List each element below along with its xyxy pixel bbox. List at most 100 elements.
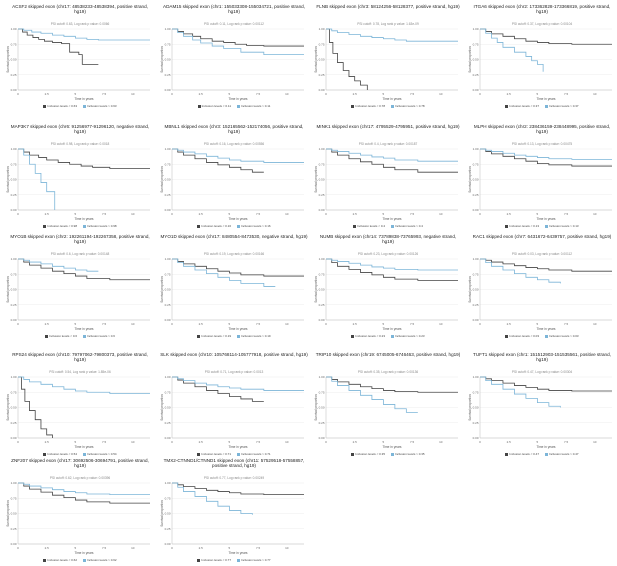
x-tick-label: 5	[383, 212, 385, 216]
panel-stats: PSI cutoff: 0.35, Log rank p value: 0.00…	[357, 370, 419, 374]
series-line-low	[172, 376, 264, 402]
legend-swatch-low	[43, 224, 47, 228]
y-tick-label: 1.00	[11, 375, 17, 379]
x-tick-label: 7.5	[102, 212, 107, 216]
x-tick-label: 0	[171, 440, 173, 444]
legend-swatch-low	[197, 558, 201, 562]
x-tick-label: 10	[285, 546, 289, 550]
x-tick-label: 0	[325, 322, 327, 326]
legend-label: Inclusion levels > 0.71	[241, 452, 271, 456]
legend-label: Inclusion levels < 0.98	[47, 224, 77, 228]
km-panel: TRIP10 skipped exon (chr19: 6745005-6746…	[314, 352, 462, 460]
x-tick-label: 10	[131, 92, 135, 96]
legend-label: Inclusion levels > 0.62	[87, 558, 117, 562]
y-tick-label: 0.75	[165, 496, 171, 500]
x-axis-label: Time in years	[536, 217, 555, 221]
x-tick-label: 2.5	[45, 92, 50, 96]
y-tick-label: 0.50	[11, 406, 17, 410]
x-tick-label: 10	[131, 546, 135, 550]
y-tick-label: 0.75	[165, 272, 171, 276]
y-tick-label: 0.50	[319, 406, 325, 410]
x-tick-label: 7.5	[102, 546, 107, 550]
x-tick-label: 2.5	[199, 546, 204, 550]
x-tick-label: 0	[171, 92, 173, 96]
legend-item-high: Inclusion levels > 0.4	[391, 224, 423, 228]
legend-swatch-low	[45, 334, 49, 338]
x-tick-label: 2.5	[507, 322, 512, 326]
series-line-low	[326, 258, 458, 281]
legend-label: Inclusion levels > 0.03	[549, 334, 579, 338]
panel-title: ADAM15 skipped exon (chr1: 155033308-155…	[163, 4, 305, 15]
km-plot: 0.00 0.25 0.50 0.75 1.00 0 2.5 5 7.5 10 Time in ye…	[468, 27, 612, 101]
legend-item-low: Inclusion levels < 0.54	[43, 452, 77, 456]
x-tick-label: 7.5	[410, 212, 415, 216]
y-tick-label: 0.00	[11, 542, 17, 546]
y-tick-label: 1.00	[165, 27, 171, 31]
series-line-high	[480, 28, 544, 72]
legend-label: Inclusion levels < 0.62	[47, 558, 77, 562]
y-tick-label: 0.00	[473, 208, 479, 212]
y-axis-label: Survival proportion	[314, 46, 318, 73]
legend-item-high: Inclusion levels > 0.13	[545, 224, 579, 228]
x-tick-label: 7.5	[410, 322, 415, 326]
x-axis-label: Time in years	[74, 551, 93, 555]
legend-swatch-low	[197, 452, 201, 456]
km-plot: 0.00 0.25 0.50 0.75 1.00 0 2.5 5 7.5 10 Time in ye…	[6, 27, 150, 101]
y-tick-label: 0.25	[473, 421, 479, 425]
x-tick-label: 5	[75, 440, 77, 444]
x-tick-label: 10	[439, 92, 443, 96]
x-tick-label: 2.5	[507, 212, 512, 216]
legend-swatch-high	[237, 104, 240, 108]
x-tick-label: 2.5	[353, 322, 358, 326]
y-tick-label: 0.25	[11, 421, 17, 425]
x-tick-label: 0	[479, 92, 481, 96]
series-line-high	[326, 376, 418, 413]
series-line-low	[326, 28, 368, 90]
y-tick-label: 0.25	[473, 303, 479, 307]
series-line-high	[326, 258, 458, 271]
x-tick-label: 10	[439, 440, 443, 444]
y-tick-label: 0.25	[165, 303, 171, 307]
legend-label: Inclusion levels < 0.77	[201, 558, 231, 562]
legend-label: Inclusion levels > 0.78	[395, 104, 425, 108]
km-panel: RPS24 skipped exon (chr10: 79797062-7980…	[6, 352, 154, 460]
y-tick-label: 0.75	[319, 390, 325, 394]
y-axis-label: Survival proportion	[468, 394, 472, 421]
y-tick-label: 0.25	[165, 527, 171, 531]
km-panel: MAP3K7 skipped exon (chr6: 91256977-9129…	[6, 124, 154, 232]
legend-label: Inclusion levels < 0.71	[201, 452, 231, 456]
x-tick-label: 0	[171, 546, 173, 550]
legend: Inclusion levels < 0.78 Inclusion levels …	[314, 104, 462, 108]
panel-stats: PSI cutoff: 0.11, Log rank p value: 0.00…	[204, 22, 264, 26]
legend-item-low: Inclusion levels < 0.03	[505, 334, 539, 338]
legend-swatch-high	[237, 334, 240, 338]
x-tick-label: 7.5	[564, 92, 569, 96]
legend-swatch-high	[545, 452, 548, 456]
x-tick-label: 5	[537, 92, 539, 96]
legend: Inclusion levels < 0.54 Inclusion levels …	[6, 452, 154, 456]
km-plot: 0.00 0.25 0.50 0.75 1.00 0 2.5 5 7.5 10 Time in ye…	[6, 257, 150, 331]
km-plot: 0.00 0.25 0.50 0.75 1.00 0 2.5 5 7.5 10 Time in ye…	[160, 27, 304, 101]
legend-item-high: Inclusion levels > 0.98	[83, 224, 117, 228]
km-plot: 0.00 0.25 0.50 0.75 1.00 0 2.5 5 7.5 10 Time in ye…	[160, 375, 304, 449]
km-panel: ADAM15 skipped exon (chr1: 155033308-155…	[160, 4, 308, 112]
x-axis-label: Time in years	[74, 97, 93, 101]
y-axis-label: Survival proportion	[468, 46, 472, 73]
panel-stats: PSI cutoff: 0.78, Log rank p value: 1.63…	[357, 22, 419, 26]
legend-item-high: Inclusion levels > 0.54	[83, 452, 117, 456]
series-line-low	[18, 482, 150, 504]
panel-title: MLPH skipped exon (chr2: 238436159-23844…	[473, 124, 611, 135]
panel-title: NUMB skipped exon (chr14: 73789838-73765…	[319, 234, 457, 245]
y-tick-label: 0.75	[473, 390, 479, 394]
legend-item-high: Inclusion levels > 0.78	[391, 104, 425, 108]
x-tick-label: 2.5	[199, 212, 204, 216]
y-tick-label: 0.00	[319, 318, 325, 322]
series-line-low	[480, 28, 612, 45]
x-tick-label: 2.5	[353, 92, 358, 96]
panel-stats: PSI cutoff: 0.37, Log rank p value: 0.00…	[511, 22, 573, 26]
series-line-low	[172, 28, 304, 47]
legend-item-low: Inclusion levels < 0.35	[351, 452, 385, 456]
series-line-low	[18, 148, 150, 169]
legend: Inclusion levels < 0.13 Inclusion levels …	[468, 224, 616, 228]
km-panel: MINK1 skipped exon (chr17: 4795529-47959…	[314, 124, 462, 232]
